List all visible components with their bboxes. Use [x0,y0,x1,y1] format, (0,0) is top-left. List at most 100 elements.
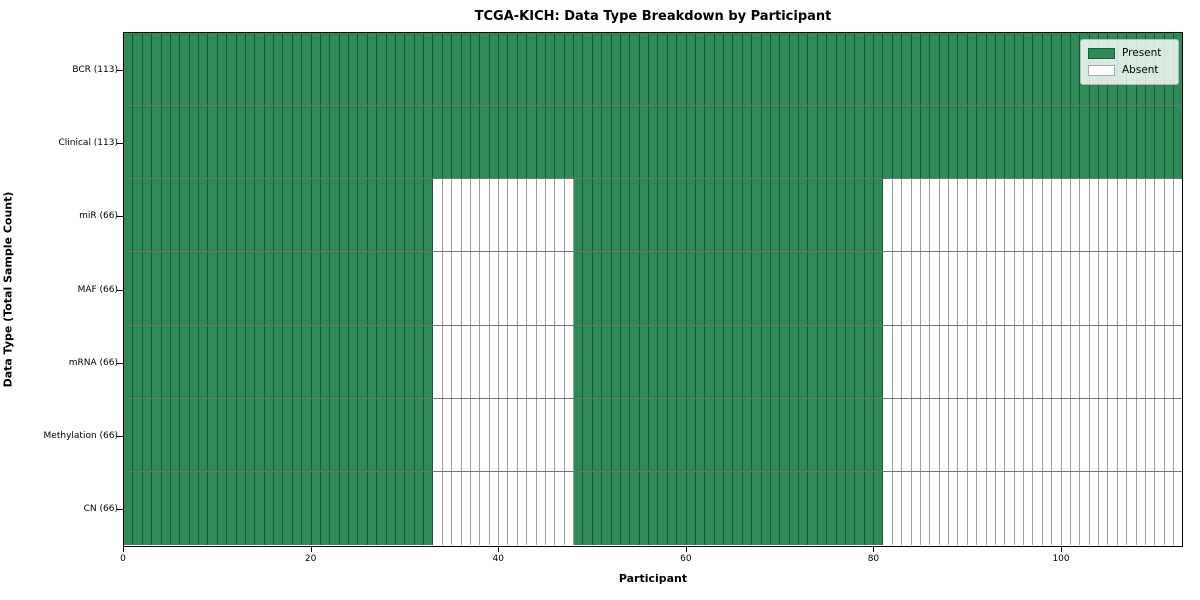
heatmap-cell [958,252,968,325]
heatmap-cell [302,252,312,325]
heatmap-cell [770,252,781,325]
heatmap-cell [189,471,199,545]
heatmap-cell [320,398,331,471]
heatmap-cell [386,252,396,325]
heatmap-cell [508,325,518,398]
heatmap-cell [864,179,874,252]
heatmap-cell [967,325,978,398]
heatmap-cell [874,471,884,545]
heatmap-cell [208,179,218,252]
heatmap-cell [320,325,331,398]
heatmap-cell [292,325,303,398]
heatmap-cell [986,471,996,545]
heatmap-cell [1052,33,1062,106]
heatmap-cell [892,252,903,325]
heatmap-cell [874,179,884,252]
heatmap-cell [142,252,153,325]
heatmap-cell [395,398,406,471]
heatmap-cell [302,325,312,398]
heatmap-cell [414,33,424,106]
heatmap-cell [1099,106,1109,179]
heatmap-cell [405,398,415,471]
heatmap-cell [845,471,856,545]
heatmap-cell [1145,325,1156,398]
heatmap-cell [986,398,996,471]
heatmap-cell [949,179,959,252]
heatmap-cell [920,179,931,252]
heatmap-cell [1108,106,1118,179]
heatmap-cell [630,471,640,545]
heatmap-cell [1174,325,1183,398]
heatmap-cell [405,106,415,179]
heatmap-cell [930,179,940,252]
heatmap-cell [1014,33,1024,106]
heatmap-cell [630,398,640,471]
heatmap-cell [283,179,293,252]
heatmap-cell [489,106,499,179]
heatmap-cell [245,33,256,106]
heatmap-cell [395,252,406,325]
heatmap-cell [499,179,509,252]
heatmap-row-maf [124,252,1183,326]
heatmap-cell [508,33,518,106]
heatmap-cell [555,106,565,179]
heatmap-cell [714,252,724,325]
heatmap-cell [742,398,753,471]
heatmap-cell [517,325,528,398]
heatmap-cell [527,252,537,325]
x-tick-mark [123,547,124,552]
heatmap-cell [677,33,687,106]
heatmap-cell [199,325,209,398]
heatmap-cell [170,106,181,179]
legend-swatch-absent [1088,65,1115,76]
heatmap-cell [686,33,696,106]
heatmap-cell [995,252,1006,325]
heatmap-cell [686,398,696,471]
heatmap-cell [742,252,753,325]
heatmap-cell [630,106,640,179]
heatmap-cell [620,179,631,252]
heatmap-cell [377,471,387,545]
heatmap-cell [714,398,724,471]
heatmap-cell [1127,106,1137,179]
legend-entry-absent: Absent [1088,62,1171,79]
heatmap-cell [695,179,706,252]
heatmap-cell [189,398,199,471]
heatmap-cell [1136,398,1146,471]
heatmap-cell [339,398,349,471]
y-tick-mark [117,435,123,437]
heatmap-cell [902,252,912,325]
heatmap-cell [602,252,612,325]
heatmap-cell [536,252,546,325]
heatmap-cell [302,33,312,106]
heatmap-cell [883,398,893,471]
heatmap-cell [827,106,837,179]
heatmap-cell [583,33,593,106]
heatmap-cell [161,471,171,545]
heatmap-cell [883,106,893,179]
heatmap-cell [677,179,687,252]
heatmap-cell [245,471,256,545]
heatmap-cell [583,471,593,545]
heatmap-cell [433,106,443,179]
heatmap-cell [1033,325,1043,398]
heatmap-cell [892,106,903,179]
heatmap-cell [564,252,574,325]
heatmap-cell [770,33,781,106]
heatmap-cell [386,398,396,471]
heatmap-cell [330,252,340,325]
heatmap-row-clinical [124,106,1183,180]
heatmap-cell [1164,325,1174,398]
heatmap-cell [470,471,481,545]
heatmap-cell [939,179,949,252]
heatmap-cell [461,106,471,179]
heatmap-cell [789,252,799,325]
heatmap-cell [152,325,162,398]
heatmap-cell [733,106,743,179]
heatmap-cell [1117,325,1128,398]
heatmap-cell [442,252,453,325]
heatmap-cell [545,471,556,545]
heatmap-cell [845,252,856,325]
heatmap-cell [499,471,509,545]
heatmap-cell [470,325,481,398]
